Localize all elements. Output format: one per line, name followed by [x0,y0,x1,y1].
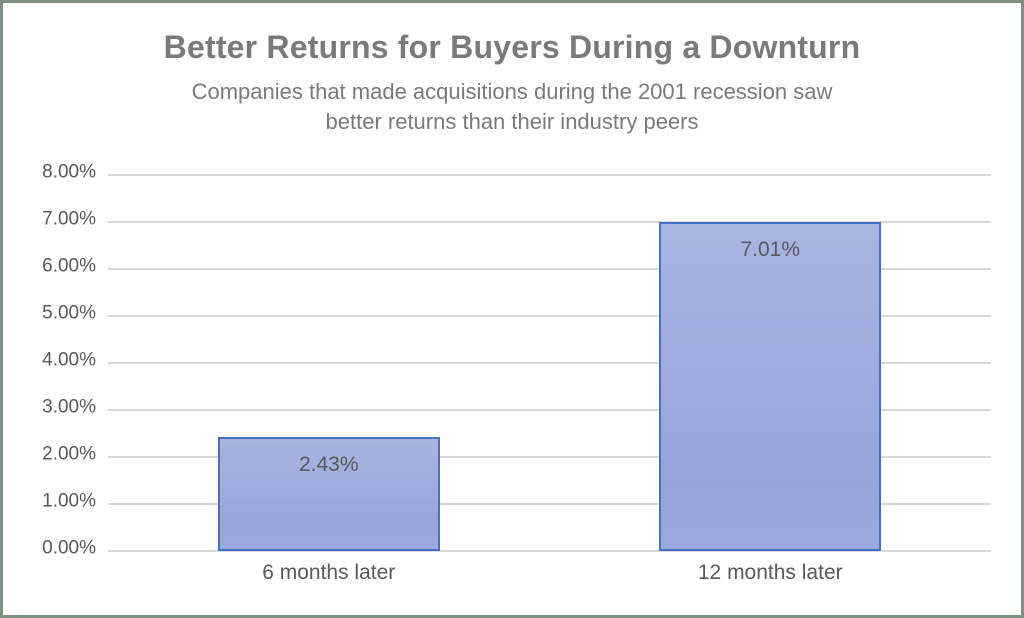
y-tick-label: 6.00% [42,255,96,277]
bar-6-months-later: 2.43% [217,436,440,551]
gridline [108,409,991,411]
y-tick-label: 3.00% [42,396,96,418]
plot-area: 2.43% 7.01% [108,174,991,552]
data-label: 2.43% [298,452,359,476]
y-tick-label: 5.00% [42,302,96,324]
data-label: 7.01% [740,237,801,261]
bar-12-months-later: 7.01% [659,221,882,551]
x-tick-label: 6 months later [262,561,396,584]
y-tick-label: 1.00% [42,490,96,512]
y-tick-label: 2.00% [42,443,96,465]
gridline [108,503,991,505]
y-axis: 0.00% 1.00% 2.00% 3.00% 4.00% 5.00% 6.00% 7.00%… [3,163,96,558]
y-tick-label: 8.00% [42,161,96,183]
x-axis: 6 months later 12 months later [108,561,991,591]
gridline [108,268,991,270]
x-tick-label: 12 months later [697,561,843,584]
gridline [108,174,991,176]
x-axis-line [108,550,991,552]
y-tick-label: 4.00% [42,349,96,371]
chart-subtitle-line-1: Companies that made acquisitions during … [191,79,833,104]
gridline [108,315,991,317]
gridline [108,362,991,364]
chart-subtitle: Companies that made acquisitions during … [3,77,1021,137]
y-tick-label: 0.00% [42,537,96,559]
chart-title: Better Returns for Buyers During a Downt… [163,29,861,65]
chart-subtitle-line-2: better returns than their industry peers [325,109,699,134]
y-tick-label: 7.00% [42,208,96,230]
gridline [108,456,991,458]
gridline [108,221,991,223]
